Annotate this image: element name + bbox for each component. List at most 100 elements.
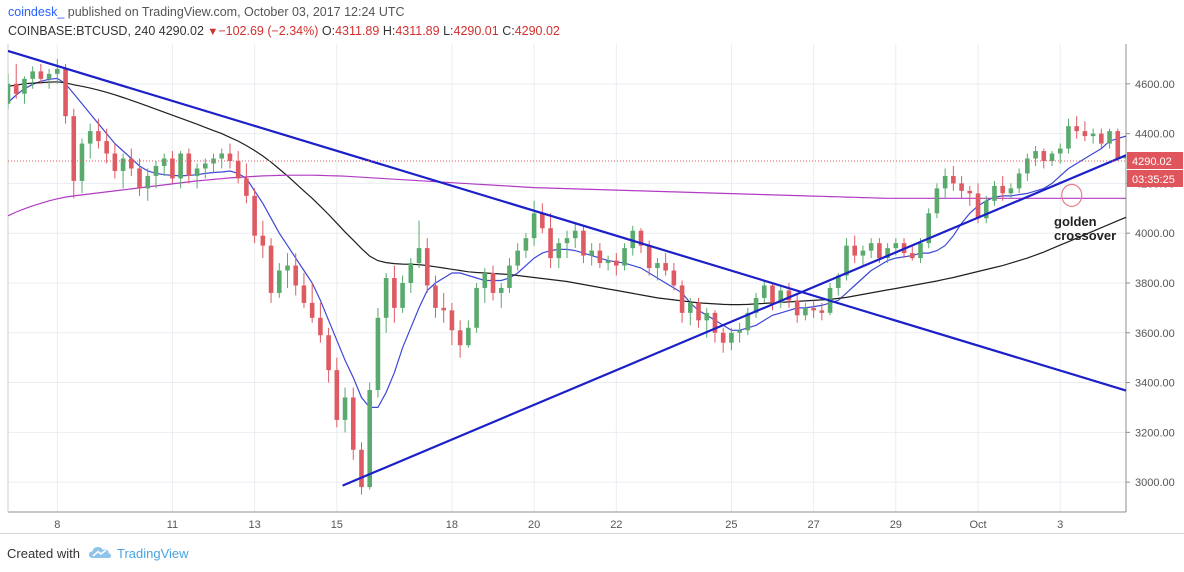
candle-up bbox=[844, 245, 849, 276]
candle-down bbox=[967, 190, 973, 194]
candle-up bbox=[498, 287, 504, 293]
candle-down bbox=[679, 285, 685, 313]
candle-up bbox=[8, 83, 11, 104]
candle-down bbox=[318, 317, 323, 336]
footer: Created with TradingView bbox=[0, 533, 1184, 572]
candle-up bbox=[1008, 188, 1014, 194]
candle-up bbox=[778, 290, 784, 303]
candle-up bbox=[531, 213, 537, 239]
x-tick-label: 20 bbox=[528, 519, 540, 531]
low-value: 4290.01 bbox=[453, 24, 499, 38]
candle-up bbox=[161, 158, 167, 166]
candle-down bbox=[63, 68, 68, 117]
low-label: L: bbox=[443, 24, 454, 38]
candle-up bbox=[400, 282, 405, 308]
open-label: O: bbox=[321, 24, 336, 38]
trendline[interactable] bbox=[342, 154, 1126, 487]
plot-area[interactable] bbox=[6, 49, 1151, 495]
candle-up bbox=[194, 168, 200, 176]
annotation-text: crossover bbox=[1054, 228, 1116, 243]
candle-down bbox=[1099, 133, 1104, 144]
candle-down bbox=[13, 83, 19, 94]
candle-up bbox=[79, 143, 85, 181]
symbol-name: COINBASE:BTCUSD, 240 bbox=[8, 24, 156, 38]
candle-up bbox=[46, 73, 52, 79]
countdown-badge bbox=[1127, 169, 1183, 187]
candle-up bbox=[860, 250, 866, 256]
price-change: −102.69 (−2.34%) bbox=[218, 24, 319, 38]
candle-up bbox=[868, 243, 874, 251]
x-tick-label: 13 bbox=[248, 519, 260, 531]
y-tick-label: 3600.00 bbox=[1135, 328, 1175, 340]
candle-down bbox=[252, 195, 257, 236]
candle-up bbox=[803, 307, 808, 316]
candle-up bbox=[153, 165, 159, 176]
candle-down bbox=[786, 290, 792, 301]
candle-down bbox=[449, 310, 455, 331]
candle-up bbox=[1090, 133, 1096, 137]
candle-up bbox=[688, 302, 693, 313]
candle-down bbox=[1000, 185, 1005, 194]
x-tick-label: 11 bbox=[167, 519, 178, 531]
y-tick-label: 4600.00 bbox=[1135, 79, 1175, 91]
candle-down bbox=[424, 248, 430, 286]
x-tick-label: 3 bbox=[1057, 519, 1063, 531]
moving-average-line bbox=[8, 77, 1126, 408]
open-value: 4311.89 bbox=[335, 24, 380, 38]
y-tick-label: 4000.00 bbox=[1135, 228, 1175, 240]
candle-up bbox=[926, 213, 932, 244]
annotation-text: golden bbox=[1054, 214, 1097, 229]
candle-up bbox=[22, 78, 27, 94]
candle-up bbox=[835, 275, 841, 288]
moving-average-line bbox=[8, 81, 1126, 306]
candle-down bbox=[96, 131, 101, 142]
author-link[interactable]: coindesk_ bbox=[8, 5, 65, 19]
candle-up bbox=[1033, 151, 1038, 159]
x-tick-label: 15 bbox=[331, 519, 343, 531]
tradingview-cloud-icon[interactable] bbox=[88, 544, 112, 560]
candle-up bbox=[1016, 173, 1022, 189]
candle-up bbox=[655, 263, 660, 269]
candle-up bbox=[745, 312, 751, 331]
candle-down bbox=[392, 278, 397, 308]
trendline[interactable] bbox=[8, 49, 1126, 392]
candle-down bbox=[309, 302, 315, 318]
candle-down bbox=[186, 153, 192, 176]
candle-up bbox=[285, 265, 290, 271]
candle-down bbox=[235, 161, 241, 179]
current-price-label: 4290.02 bbox=[1132, 156, 1172, 168]
candle-up bbox=[893, 243, 899, 249]
candle-up bbox=[87, 131, 93, 144]
candle-up bbox=[375, 317, 381, 391]
candle-down bbox=[770, 285, 775, 303]
candle-up bbox=[120, 158, 126, 171]
candle-up bbox=[1123, 156, 1126, 159]
y-tick-label: 3800.00 bbox=[1135, 278, 1175, 290]
candle-up bbox=[466, 327, 471, 346]
publish-line: coindesk_ published on TradingView.com, … bbox=[8, 5, 405, 19]
candle-up bbox=[474, 287, 479, 328]
candle-down bbox=[696, 302, 701, 321]
candle-up bbox=[211, 158, 216, 164]
candle-up bbox=[589, 250, 594, 256]
candle-down bbox=[227, 153, 233, 161]
candle-up bbox=[276, 270, 282, 293]
candle-down bbox=[112, 153, 118, 171]
high-value: 4311.89 bbox=[395, 24, 440, 38]
candle-down bbox=[293, 265, 299, 286]
close-label: C: bbox=[502, 24, 515, 38]
candle-down bbox=[433, 285, 438, 308]
candle-down bbox=[614, 260, 619, 266]
candle-up bbox=[704, 312, 710, 321]
candle-up bbox=[942, 175, 948, 189]
high-label: H: bbox=[382, 24, 396, 38]
tradingview-brand[interactable]: TradingView bbox=[117, 546, 189, 561]
candle-up bbox=[1025, 158, 1030, 174]
candle-up bbox=[523, 238, 529, 251]
candle-down bbox=[951, 175, 956, 184]
x-tick-label: 8 bbox=[54, 519, 60, 531]
candle-up bbox=[572, 230, 578, 239]
candle-up bbox=[934, 188, 940, 214]
candle-down bbox=[129, 158, 134, 169]
